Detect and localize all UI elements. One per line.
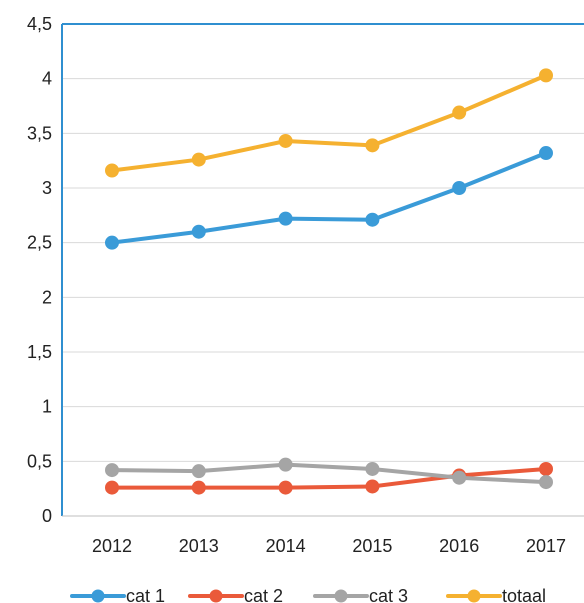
x-tick-label: 2014 [266,536,306,556]
legend-item-cat-1: cat 1 [70,586,165,603]
series-cat-3 [105,457,553,490]
series-lines [105,68,553,495]
data-point-cat-1 [105,235,119,250]
data-point-cat-2 [191,480,206,495]
data-point-cat-1 [278,211,293,226]
x-tick-label: 2013 [179,536,219,556]
series-line-cat-2 [110,466,548,490]
legend-item-cat-3: cat 3 [313,586,408,603]
data-point-cat-3 [105,463,119,478]
data-point-cat-3 [452,470,467,485]
legend-swatch-marker [91,589,105,603]
data-point-totaal [278,133,293,148]
series-line-cat-3 [110,462,548,485]
y-tick-label: 2 [42,287,52,307]
legend-label: cat 3 [369,586,408,603]
data-point-totaal [539,68,553,83]
data-point-cat-3 [278,457,293,472]
y-tick-label: 0 [42,506,52,526]
data-point-totaal [191,152,206,167]
y-tick-label: 1,5 [27,342,52,362]
series-totaal [105,68,553,178]
legend-swatch-marker [334,589,348,603]
data-point-cat-1 [365,212,380,227]
legend-swatch-marker [467,589,481,603]
y-tick-label: 4 [42,69,52,89]
x-tick-label: 2017 [526,536,566,556]
data-point-cat-2 [539,461,553,476]
legend-label: cat 2 [244,586,283,603]
y-tick-labels: 0 0,5 1 1,5 2 2,5 3 3,5 4 4,5 [27,14,52,526]
data-point-cat-2 [278,480,293,495]
x-tick-label: 2016 [439,536,479,556]
y-tick-label: 3,5 [27,123,52,143]
series-cat-1 [105,146,553,250]
legend-item-cat-2: cat 2 [188,586,283,603]
data-point-cat-3 [365,461,380,476]
y-tick-label: 0,5 [27,451,52,471]
data-point-cat-3 [191,464,206,479]
data-point-totaal [365,138,380,153]
x-tick-label: 2012 [92,536,132,556]
y-tick-label: 1 [42,397,52,417]
x-tick-label: 2015 [352,536,392,556]
data-point-cat-1 [452,181,467,195]
x-tick-labels: 2012 2013 2014 2015 2016 2017 [92,536,566,556]
legend: cat 1 cat 2 cat 3 totaal [70,586,546,603]
series-line-cat-1 [110,151,548,245]
y-tick-label: 4,5 [27,14,52,34]
data-point-cat-2 [105,480,119,495]
data-point-cat-1 [191,224,206,239]
axes [61,23,584,517]
y-tick-label: 3 [42,178,52,198]
legend-label: totaal [502,586,546,603]
y-tick-label: 2,5 [27,233,52,253]
legend-swatch-marker [209,589,223,603]
data-point-totaal [105,163,119,178]
legend-label: cat 1 [126,586,165,603]
legend-item-totaal: totaal [446,586,546,603]
data-point-cat-2 [365,479,380,494]
data-point-totaal [452,105,467,120]
series-line-totaal [110,73,548,173]
gridlines [62,23,584,462]
data-point-cat-1 [539,146,553,161]
data-point-cat-3 [539,475,553,490]
